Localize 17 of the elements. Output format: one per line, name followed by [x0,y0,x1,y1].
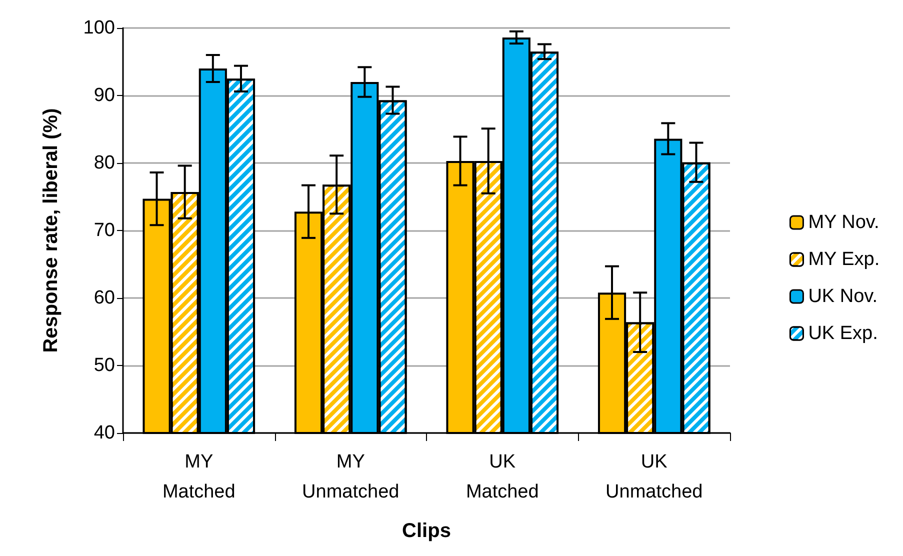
y-tick-label: 90 [94,85,115,106]
legend-label: MY Nov. [808,212,880,233]
x-tick-label: UK Matched [466,452,539,502]
y-tick-label: 70 [94,220,115,241]
x-tick-label: MY Unmatched [302,452,400,502]
legend-label: UK Nov. [808,286,878,307]
x-axis-title: Clips [402,520,451,542]
y-tick-label: 100 [83,18,115,38]
y-tick-label: 50 [94,355,115,376]
y-axis-title: Response rate, liberal (%) [40,108,62,353]
legend-label: UK Exp. [808,323,878,344]
y-tick-label: 80 [94,152,115,174]
legend-label: MY Exp. [808,249,880,270]
y-tick-label: 60 [94,288,115,308]
x-tick-label: UK Unmatched [606,452,703,502]
y-tick-label: 40 [94,422,115,444]
x-tick-label: MY Matched [162,452,236,502]
